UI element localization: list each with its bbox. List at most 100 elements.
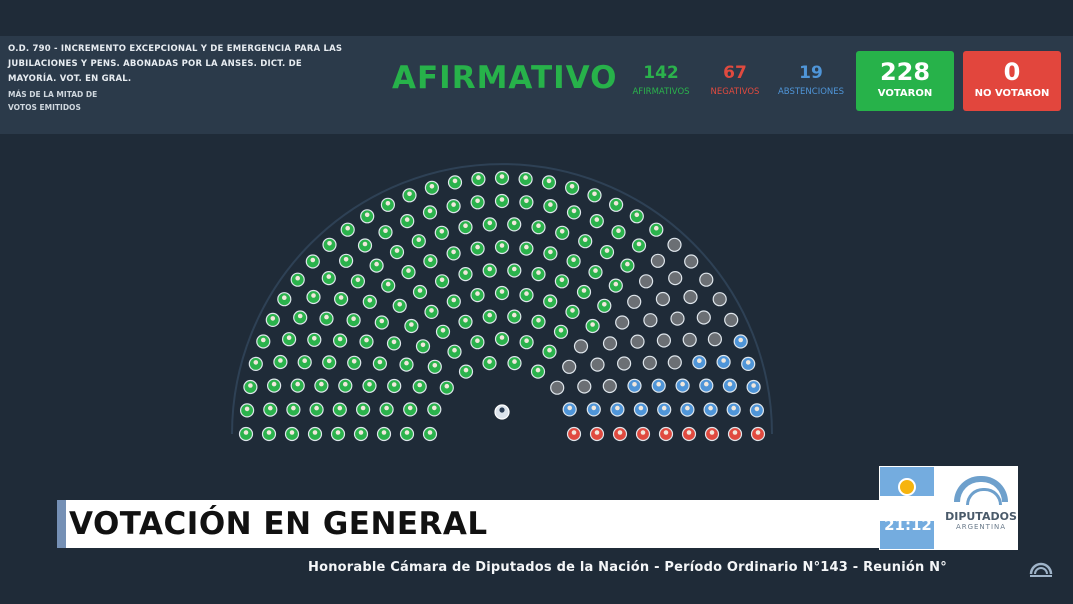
abstention-seat (741, 356, 756, 371)
affirmative-seat (427, 359, 442, 374)
argentina-flag-icon: 21:12 (880, 467, 934, 549)
negative-seat (704, 426, 720, 442)
absent-seat (616, 356, 632, 371)
affirmative-seat (330, 426, 346, 442)
abstention-seat (680, 402, 695, 417)
affirmative-seat (305, 254, 320, 269)
affirmative-seat (238, 426, 254, 442)
affirmative-seat (424, 180, 439, 195)
chamber-outline (231, 163, 773, 435)
affirmative-seat (412, 284, 428, 300)
affirmative-seat (507, 263, 522, 278)
affirmative-seat (282, 332, 297, 347)
affirmative-seat (458, 267, 473, 282)
absent-seat (638, 274, 654, 289)
affirmative-seat (649, 222, 664, 237)
absent-seat (724, 312, 739, 327)
affirmative-seat (374, 315, 389, 330)
absent-seat (630, 334, 645, 349)
affirmative-seat (588, 265, 603, 280)
affirmative-seat (286, 402, 301, 417)
congress-arch-icon (954, 476, 1008, 505)
affirmative-seat (399, 357, 414, 372)
affirmative-seat (400, 214, 415, 229)
affirmative-seat (494, 170, 510, 186)
affirmative-seat (611, 225, 626, 240)
affirmative-seat (379, 402, 394, 417)
affirmative-seat (435, 324, 451, 339)
no-votaron-box: 0 NO VOTARON (963, 51, 1061, 111)
affirmative-seat (446, 294, 461, 309)
absent-seat (667, 355, 682, 370)
affirmative-seat (543, 246, 558, 261)
affirmative-seat (357, 238, 373, 253)
absent-seat (615, 315, 630, 330)
affirmative-seat (597, 298, 612, 313)
affirmative-seat (387, 378, 402, 394)
affirmative-seat (399, 426, 415, 442)
affirmative-seat (518, 172, 533, 187)
affirmative-seat (531, 220, 546, 235)
affirmative-seat (470, 241, 485, 256)
affirmative-seat (369, 258, 384, 273)
abstenciones-count: 19 ABSTENCIONES (776, 63, 846, 99)
motion-description: O.D. 790 - INCREMENTO EXCEPCIONAL Y DE E… (8, 42, 378, 114)
affirmative-seat (519, 288, 534, 303)
afirmativos-label: AFIRMATIVOS (632, 87, 690, 97)
affirmative-seat (322, 355, 337, 370)
affirmative-seat (256, 334, 271, 349)
affirmative-seat (482, 217, 497, 232)
absent-seat (643, 313, 658, 328)
absent-seat (712, 292, 727, 307)
affirmative-seat (542, 344, 557, 359)
affirmative-seat (333, 333, 348, 348)
affirmative-seat (293, 310, 308, 325)
absent-seat (642, 355, 657, 370)
no-votaron-label: NO VOTARON (974, 88, 1050, 99)
affirmative-seat (350, 274, 365, 289)
affirmative-seat (543, 199, 558, 214)
affirmative-seat (435, 274, 450, 289)
affirmative-seat (541, 175, 557, 190)
abstenciones-label: ABSTENCIONES (777, 87, 845, 97)
affirmative-seat (422, 426, 438, 442)
affirmative-seat (309, 402, 324, 417)
affirmative-seat (297, 355, 312, 370)
affirmative-seat (334, 291, 349, 307)
brand-subtitle: ARGENTINA (955, 523, 1007, 531)
affirmative-seat (362, 378, 377, 393)
affirmative-seat (403, 402, 418, 417)
affirmative-seat (494, 239, 510, 255)
affirmative-seat (585, 318, 600, 334)
negative-seat (727, 426, 743, 442)
negative-seat (635, 426, 651, 442)
affirmative-seat (339, 253, 354, 268)
affirmative-seat (530, 364, 546, 379)
affirmative-seat (386, 336, 402, 351)
affirmative-seat (319, 311, 334, 326)
affirmative-seat (422, 205, 438, 220)
ticker-text: Honorable Cámara de Diputados de la Naci… (308, 560, 947, 575)
affirmative-seat (284, 426, 300, 442)
absent-seat (627, 294, 642, 309)
affirmative-seat (263, 402, 278, 417)
diputados-logo: DIPUTADOS ARGENTINA (945, 476, 1017, 532)
affirmative-seat (277, 292, 292, 307)
affirmative-seat (507, 309, 522, 324)
affirmative-seat (470, 195, 485, 210)
sun-of-may-icon (898, 478, 916, 496)
absent-seat (550, 380, 565, 395)
affirmative-seat (576, 284, 592, 300)
affirmative-seat (346, 313, 361, 328)
abstention-seat (726, 402, 741, 417)
affirmative-seat (589, 214, 604, 229)
abstention-seat (610, 402, 625, 417)
abstention-seat (722, 378, 738, 393)
affirmative-seat (322, 237, 337, 252)
affirmative-seat (290, 378, 305, 393)
affirmative-seat (566, 205, 582, 220)
affirmative-seat (531, 267, 546, 282)
affirmative-seat (380, 197, 395, 212)
affirmative-seat (378, 225, 393, 240)
affirmative-seat (338, 378, 353, 393)
